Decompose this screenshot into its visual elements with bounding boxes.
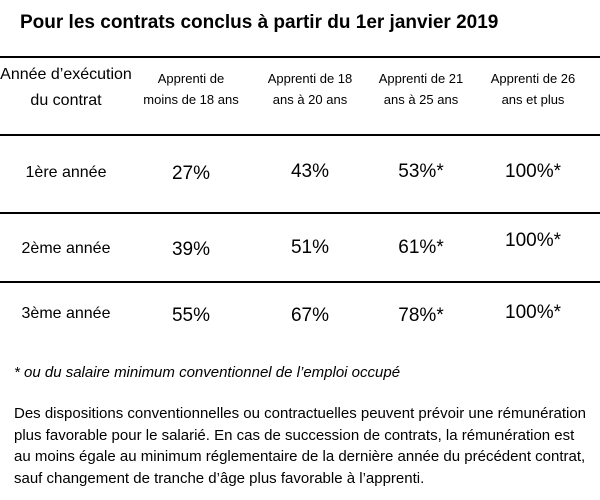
row-label: 3ème année	[21, 305, 111, 322]
header-year-of-execution: Année d’exécution du contrat	[0, 66, 132, 109]
header-26-and-over: Apprenti de 26 ans et plus	[490, 71, 576, 107]
header-bottom-rule	[0, 134, 600, 136]
explanatory-paragraph: Des dispositions conventionnelles ou con…	[14, 405, 587, 487]
value-26-and-over: 100%*	[505, 161, 561, 182]
row-divider	[0, 212, 600, 214]
header-18-to-20: Apprenti de 18 ans à 20 ans	[267, 71, 353, 107]
value-under-18: 55%	[171, 305, 211, 326]
value-under-18: 27%	[171, 163, 211, 184]
page-title: Pour les contrats conclus à partir du 1e…	[20, 12, 499, 33]
value-under-18: 39%	[171, 239, 211, 260]
table-top-rule	[0, 56, 600, 58]
value-18-to-20: 67%	[290, 305, 330, 326]
row-divider	[0, 281, 600, 283]
header-21-to-25: Apprenti de 21 ans à 25 ans	[378, 71, 464, 107]
value-26-and-over: 100%*	[505, 230, 561, 251]
row-label: 2ème année	[21, 240, 111, 257]
footnote: * ou du salaire minimum conventionnel de…	[14, 364, 401, 381]
value-21-to-25: 61%*	[398, 237, 444, 258]
value-18-to-20: 51%	[290, 237, 330, 258]
value-21-to-25: 78%*	[398, 305, 444, 326]
row-label: 1ère année	[25, 164, 107, 181]
value-26-and-over: 100%*	[505, 302, 561, 323]
value-18-to-20: 43%	[290, 161, 330, 182]
value-21-to-25: 53%*	[398, 161, 444, 182]
header-under-18: Apprenti de moins de 18 ans	[143, 71, 239, 107]
